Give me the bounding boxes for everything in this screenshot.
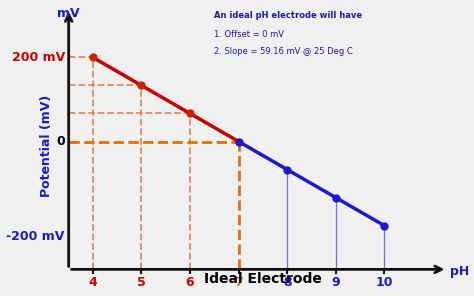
Text: 1. Offset = 0 mV: 1. Offset = 0 mV: [214, 30, 284, 39]
Text: Potential (mV): Potential (mV): [40, 95, 53, 197]
Text: 7: 7: [234, 276, 243, 289]
Text: -200 mV: -200 mV: [7, 230, 65, 243]
Text: An ideal pH electrode will have: An ideal pH electrode will have: [214, 11, 363, 20]
Text: pH: pH: [450, 265, 469, 278]
Text: mV: mV: [57, 7, 80, 20]
Text: 10: 10: [375, 276, 393, 289]
Text: 8: 8: [283, 276, 292, 289]
Text: 200 mV: 200 mV: [11, 51, 65, 64]
Text: 4: 4: [89, 276, 97, 289]
Text: 0: 0: [56, 135, 65, 148]
Text: 6: 6: [186, 276, 194, 289]
Text: Ideal Electrode: Ideal Electrode: [204, 272, 322, 286]
Text: 2. Slope = 59.16 mV @ 25 Deg C: 2. Slope = 59.16 mV @ 25 Deg C: [214, 47, 353, 56]
Text: 9: 9: [331, 276, 340, 289]
Text: 5: 5: [137, 276, 146, 289]
